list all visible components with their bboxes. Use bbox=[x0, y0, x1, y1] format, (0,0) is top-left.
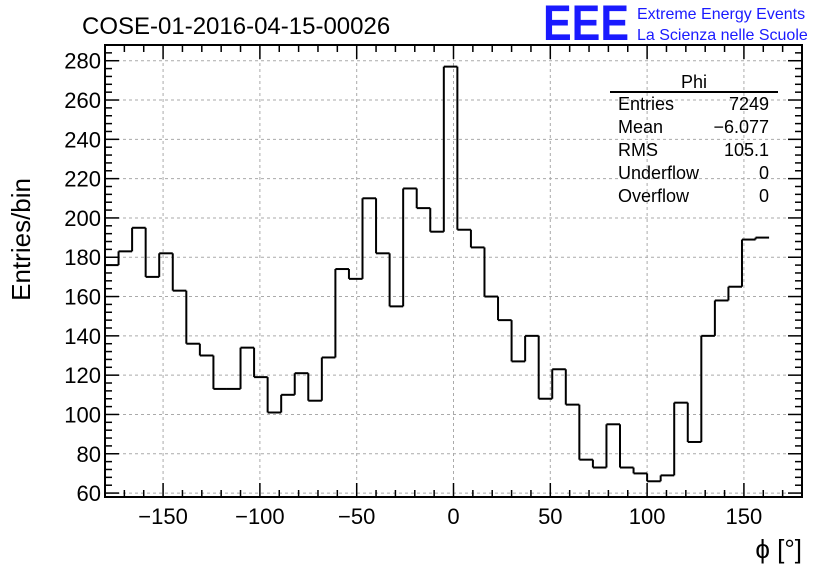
y-tick-label: 280 bbox=[64, 49, 101, 74]
stats-underflow-value: 0 bbox=[759, 163, 769, 183]
y-tick-label: 240 bbox=[64, 127, 101, 152]
x-tick-label: −100 bbox=[235, 504, 285, 529]
stats-box: Phi Entries 7249 Mean −6.077 RMS 105.1 U… bbox=[610, 72, 778, 206]
x-tick-label: 150 bbox=[726, 504, 763, 529]
grid-lines bbox=[105, 45, 802, 497]
chart-title: COSE-01-2016-04-15-00026 bbox=[82, 13, 390, 40]
eee-logo: EEE Extreme Energy Events La Scienza nel… bbox=[543, 0, 808, 51]
x-tick-label: 0 bbox=[447, 504, 459, 529]
stats-mean-label: Mean bbox=[618, 117, 663, 137]
logo-line-1: Extreme Energy Events bbox=[637, 6, 805, 23]
stats-underflow-label: Underflow bbox=[618, 163, 700, 183]
y-tick-label: 260 bbox=[64, 88, 101, 113]
tick-labels: −150 −100 −50 0 50 100 150 60 80 100 120 140 160 180 2… bbox=[64, 49, 762, 529]
y-tick-label: 100 bbox=[64, 402, 101, 427]
stats-rms-value: 105.1 bbox=[724, 140, 769, 160]
y-tick-label: 120 bbox=[64, 363, 101, 388]
stats-overflow-value: 0 bbox=[759, 186, 769, 206]
stats-entries-label: Entries bbox=[618, 94, 674, 114]
stats-overflow-label: Overflow bbox=[618, 186, 690, 206]
stats-entries-value: 7249 bbox=[729, 94, 769, 114]
y-tick-label: 180 bbox=[64, 245, 101, 270]
x-tick-label: 50 bbox=[538, 504, 562, 529]
x-tick-label: −150 bbox=[138, 504, 188, 529]
histogram-series bbox=[105, 65, 770, 483]
logo-line-2: La Scienza nelle Scuole bbox=[637, 27, 808, 44]
y-axis-title: Entries/bin bbox=[6, 178, 36, 301]
y-tick-label: 140 bbox=[64, 324, 101, 349]
stats-rms-label: RMS bbox=[618, 140, 658, 160]
y-tick-label: 200 bbox=[64, 206, 101, 231]
y-tick-label: 80 bbox=[77, 442, 101, 467]
axis-ticks bbox=[104, 45, 803, 497]
stats-mean-value: −6.077 bbox=[713, 117, 769, 137]
y-tick-label: 160 bbox=[64, 285, 101, 310]
x-tick-label: 100 bbox=[629, 504, 666, 529]
x-tick-label: −50 bbox=[338, 504, 375, 529]
logo-mark: EEE bbox=[543, 0, 629, 51]
x-axis-title: ϕ [°] bbox=[755, 534, 802, 564]
stats-box-title: Phi bbox=[681, 72, 707, 92]
y-tick-label: 60 bbox=[77, 481, 101, 506]
y-tick-label: 220 bbox=[64, 167, 101, 192]
